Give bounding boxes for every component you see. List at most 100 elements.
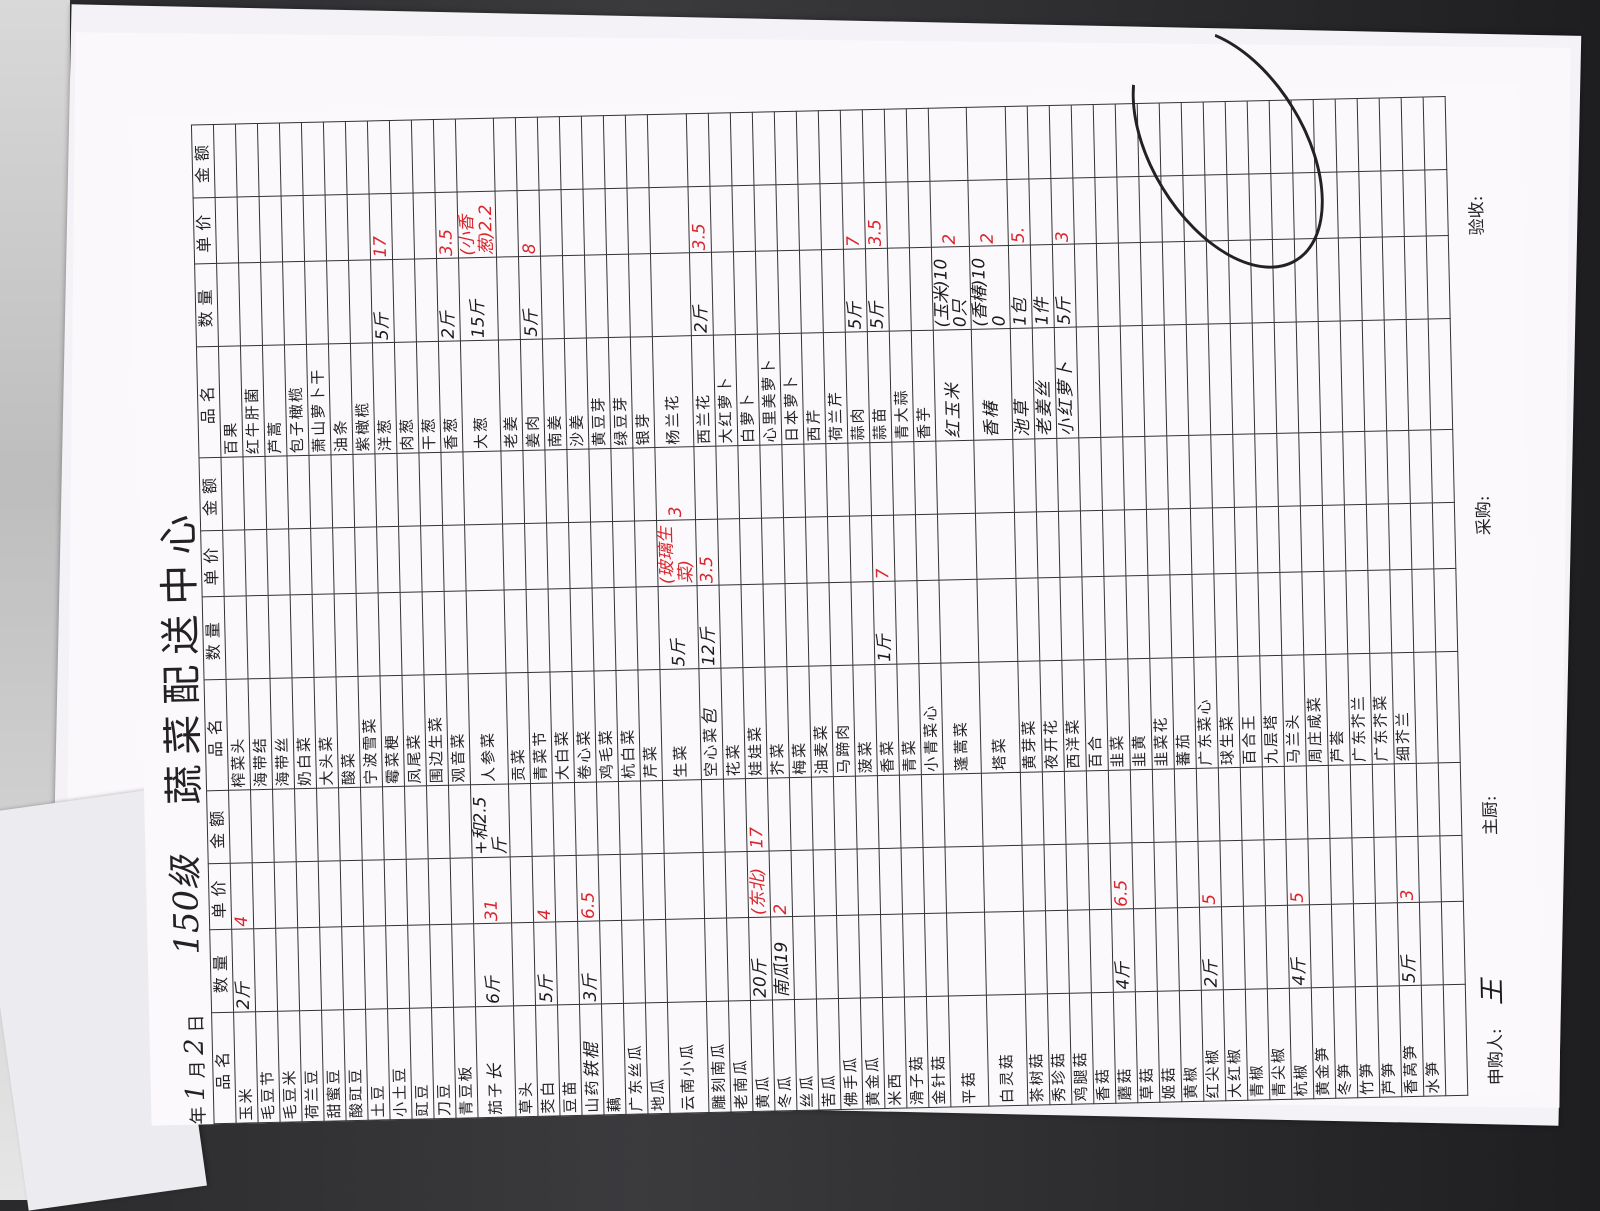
amount-cell [913,441,938,515]
quantity-cell [1381,236,1406,321]
item-name-text: 土豆 [368,1083,388,1118]
item-name-text: 香莴笋 [1401,1042,1421,1095]
amount-cell [279,122,304,196]
item-name-text: 茶树菇 [1027,1051,1047,1103]
quantity-cell [319,927,344,1011]
quantity-cell [880,914,905,998]
item-name: 芦荟 [1325,653,1350,766]
quantity-cell: 2斤 [436,258,461,342]
quantity-cell [1139,242,1164,326]
item-name-text: 蒜苗 [870,405,889,441]
amount-cell [611,448,635,522]
amount-cell [686,113,710,187]
amount-cell [1422,96,1447,170]
amount-cell [552,782,577,856]
unit-price-cell [281,195,305,263]
amount-cell [1364,431,1388,505]
item-name: 香菇 [1090,992,1116,1104]
item-name-text: 草菇 [1137,1065,1157,1101]
item-name-text: 青椒 [1247,1063,1267,1098]
unit-price-cell [1417,835,1441,903]
unit-price-cell [266,528,291,596]
column-header-amount: 金额 [191,124,216,198]
quantity-cell [356,593,380,677]
unit-price-cell [1204,174,1228,242]
amount-cell [625,114,650,188]
quantity-cell [555,921,580,1005]
item-name-text: 蘑菇 [1115,1066,1135,1101]
unit-price-cell: 2 [768,850,793,918]
unit-price-cell [1255,506,1280,574]
quantity-cell: 6斤 [473,923,514,1007]
quantity-cell: 5斤 [865,248,890,332]
quantity-cell [1132,908,1157,992]
amount-cell [1217,767,1242,841]
amount-cell [701,779,725,853]
quantity-cell [606,254,631,338]
amount-cell [272,788,297,862]
item-name [1295,321,1321,434]
item-name: 香椿 [971,328,1013,441]
amount-cell [1173,768,1198,842]
handwritten-price: 3.5 [865,219,886,247]
item-name-text: 黄瓜 [753,1074,773,1109]
unit-price-cell [907,180,932,249]
amount-cell [1004,106,1029,180]
item-name-text: 空心菜 [700,725,721,778]
amount-cell [981,772,1022,846]
quantity-cell [312,594,337,678]
item-name-text: 大葱 [471,414,491,450]
unit-price-cell: 3.5 [687,185,712,254]
quantity-cell [304,261,329,345]
amount-cell [257,122,282,197]
item-name-text: 球生菜 [1217,713,1238,766]
item-name: 茭白 [535,1004,561,1117]
item-name: 荷兰豆 [299,1010,325,1122]
item-name-text: 酸菜 [339,750,358,786]
quantity-cell [496,256,521,341]
handwritten-hand-name: 老姜丝 [1033,379,1055,437]
quantity-cell [755,251,780,335]
unit-price-cell [642,853,666,921]
unit-price-cell [775,183,800,252]
handwritten-qty: 12斤 [698,627,720,667]
quantity-cell [429,924,454,1008]
item-name-text: 甜蜜豆 [324,1067,344,1119]
amount-cell [730,112,754,186]
quantity-cell [1323,571,1348,655]
handwritten-qty: 3斤 [579,973,601,1002]
inspector-label: 验收: [1466,195,1488,236]
item-name [1141,325,1167,437]
item-name: 绿豆芽 [608,337,634,449]
item-name: 包子橄榄 [284,344,309,456]
quantity-cell [570,588,595,672]
unit-price-cell [915,513,939,581]
handwritten-price: 4 [232,915,253,928]
item-name: 白萝卜 [735,334,760,446]
item-name: 鸡毛菜 [594,670,619,782]
amount-cell [389,119,414,194]
item-name-text: 大头菜 [316,734,336,786]
item-name: 平菇 [948,995,990,1108]
item-name-text: 萧山萝卜干 [308,367,329,453]
unit-price-cell [1263,839,1287,907]
item-name-text: 青尖椒 [1269,1045,1289,1098]
item-name [1075,326,1101,439]
item-name-text: 芦荟 [1328,728,1348,763]
amount-cell [789,777,813,851]
amount-cell [1107,769,1132,844]
item-name: 豆苗 [557,1004,583,1116]
quantity-cell [1301,571,1326,655]
quantity-cell [894,580,919,665]
quantity-cell [1088,909,1113,993]
quantity-cell [1308,904,1333,988]
amount-cell [213,123,238,198]
amount-cell [1298,432,1322,506]
item-name: 西洋菜 [1061,659,1086,772]
quantity-cell [836,915,861,999]
quantity-cell [224,596,249,680]
item-name-text: 青菜节 [531,729,551,781]
quantity-cell [946,912,987,997]
quantity-cell: 15斤 [458,257,499,341]
amount-cell [1019,771,1044,846]
